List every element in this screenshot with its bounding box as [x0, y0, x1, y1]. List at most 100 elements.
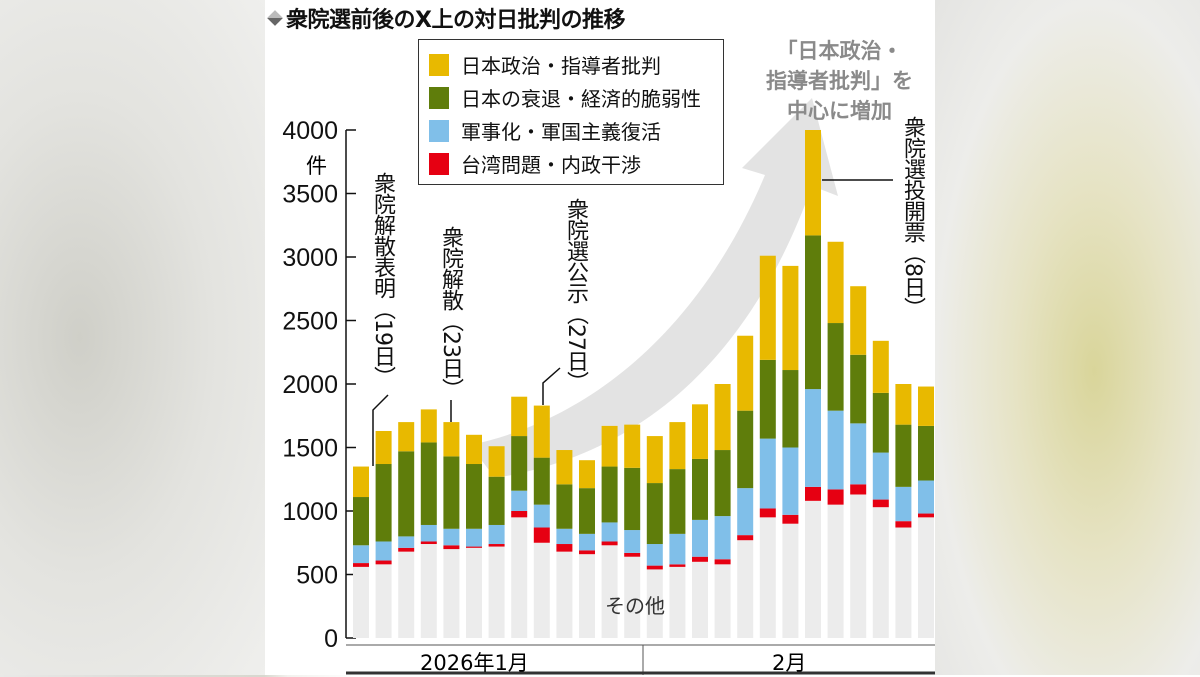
- bar-stack-2/1: [646, 436, 663, 638]
- bar-segment: [918, 425, 934, 481]
- bar-stack-1/19: [353, 466, 369, 638]
- bar-stack-1/22: [420, 409, 437, 638]
- bar-segment: [669, 469, 686, 534]
- bar-segment: [443, 545, 460, 550]
- bar-segment: [872, 340, 889, 393]
- bar-segment: [533, 504, 550, 528]
- bar-stack-2/7: [782, 265, 799, 638]
- bar-segment: [872, 392, 889, 453]
- bar-stack-1/21: [398, 422, 415, 638]
- bar-segment: [420, 442, 437, 525]
- bar-segment: [466, 464, 482, 529]
- bar-segment: [737, 410, 754, 489]
- x-month-label: 2026年1月: [420, 651, 529, 675]
- bar-segment: [714, 564, 731, 638]
- legend-item: 台湾問題・内政干渉: [429, 147, 723, 180]
- chart-title: 衆院選前後のX上の対日批判の推移: [267, 2, 625, 34]
- bar-segment: [579, 488, 595, 534]
- background-left: [0, 0, 265, 675]
- legend-label: 日本政治・指導者批判: [461, 54, 661, 78]
- y-tick-label: 4000: [282, 117, 338, 145]
- bar-segment: [601, 545, 618, 638]
- other-label: その他: [605, 594, 665, 618]
- bar-stack-1/31: [624, 424, 641, 638]
- bar-segment: [692, 556, 708, 562]
- y-tick-label: 500: [296, 562, 338, 590]
- bar-segment: [579, 533, 595, 551]
- annotation-label: 衆院解散（23日）: [438, 226, 463, 399]
- bar-stack-2/9: [827, 241, 844, 638]
- bar-segment: [872, 452, 889, 500]
- bar-stack-2/5: [737, 335, 754, 638]
- bar-segment: [443, 422, 460, 457]
- bar-segment: [737, 540, 754, 638]
- legend-swatch: [429, 53, 449, 76]
- bar-segment: [601, 522, 618, 542]
- bar-segment: [805, 130, 821, 236]
- bar-segment: [375, 430, 392, 465]
- bar-segment: [353, 466, 369, 498]
- bar-segment: [827, 504, 844, 638]
- bar-stack-1/26: [511, 396, 528, 638]
- legend-item: 軍事化・軍国主義復活: [429, 114, 723, 147]
- bar-segment: [511, 436, 528, 491]
- legend-swatch: [429, 86, 449, 109]
- bar-segment: [918, 480, 934, 514]
- legend-label: 台湾問題・内政干渉: [461, 153, 641, 177]
- bar-stack-2/4: [714, 384, 731, 638]
- bar-segment: [646, 436, 663, 484]
- y-unit-label: 件: [306, 154, 327, 178]
- bar-segment: [918, 513, 934, 518]
- bar-segment: [420, 409, 437, 443]
- bar-segment: [511, 396, 528, 437]
- bar-segment: [533, 527, 550, 543]
- chart-title-text: 衆院選前後のX上の対日批判の推移: [286, 8, 625, 33]
- y-tick-label: 2000: [282, 371, 338, 399]
- y-tick-label: 3500: [282, 181, 338, 209]
- bar-segment: [624, 556, 641, 638]
- bar-segment: [759, 508, 776, 518]
- bar-segment: [533, 405, 550, 458]
- bar-segment: [398, 422, 415, 452]
- bar-segment: [398, 451, 415, 537]
- y-tick-label: 1000: [282, 498, 338, 526]
- legend: 日本政治・指導者批判 日本の衰退・経済的脆弱性 軍事化・軍国主義復活 台湾問題・…: [418, 39, 724, 185]
- bar-segment: [624, 530, 641, 553]
- bar-segment: [488, 544, 505, 547]
- bar-stack-2/10: [850, 286, 867, 638]
- bar-segment: [872, 499, 889, 508]
- bar-segment: [805, 235, 821, 390]
- trend-note-line: 「日本政治・: [776, 39, 903, 63]
- bar-segment: [895, 486, 912, 522]
- bar-segment: [443, 528, 460, 546]
- legend-item: 日本の衰退・経済的脆弱性: [429, 81, 723, 114]
- bar-segment: [759, 438, 776, 509]
- bar-stack-2/11: [872, 340, 889, 638]
- bar-segment: [375, 564, 392, 638]
- bar-segment: [466, 434, 482, 465]
- legend-swatch: [429, 119, 449, 142]
- annotation-label: 衆院解散表明（19日）: [370, 172, 395, 387]
- bar-segment: [443, 456, 460, 529]
- bar-segment: [488, 546, 505, 638]
- bar-segment: [692, 458, 708, 520]
- bar-segment: [579, 554, 595, 638]
- bar-segment: [805, 389, 821, 487]
- annotation-label: 衆院選公示（27日）: [563, 198, 588, 392]
- annotation-leader-line: [542, 367, 561, 405]
- bar-segment: [805, 500, 821, 638]
- bar-segment: [850, 484, 867, 495]
- bar-segment: [601, 466, 618, 523]
- bar-segment: [737, 535, 754, 541]
- bar-stack-1/27: [533, 405, 550, 638]
- bar-segment: [533, 457, 550, 505]
- bar-segment: [714, 516, 731, 560]
- bar-segment: [488, 524, 505, 545]
- bar-stack-2/12: [895, 384, 912, 638]
- bar-segment: [466, 546, 482, 548]
- bar-segment: [375, 464, 392, 542]
- bar-segment: [714, 450, 731, 517]
- bar-segment: [827, 410, 844, 490]
- bar-segment: [646, 544, 663, 566]
- bar-segment: [782, 514, 799, 524]
